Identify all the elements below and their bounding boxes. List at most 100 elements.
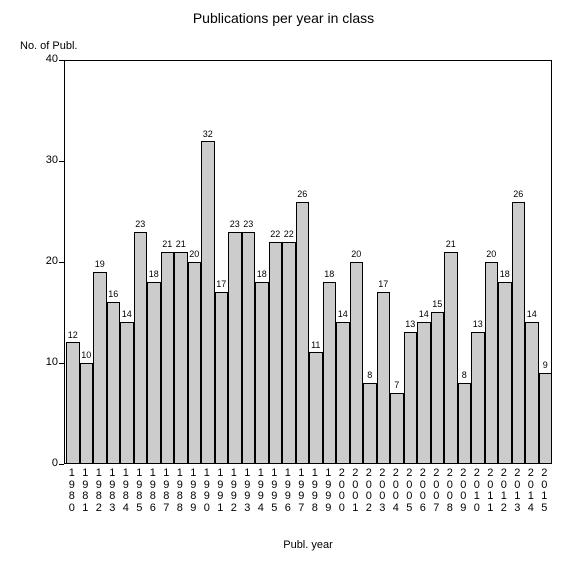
bar <box>444 252 458 463</box>
bar-value-label: 20 <box>187 250 201 260</box>
xtick-label: 2001 <box>349 468 361 514</box>
bar-value-label: 14 <box>120 310 134 320</box>
xtick-label: 1986 <box>147 468 159 514</box>
bar-value-label: 17 <box>214 280 228 290</box>
xtick-label: 1984 <box>120 468 132 514</box>
xtick-label: 1997 <box>295 468 307 514</box>
bar-value-label: 16 <box>106 290 120 300</box>
bar <box>188 262 202 463</box>
xtick-label: 2012 <box>498 468 510 514</box>
bar-value-label: 26 <box>295 190 309 200</box>
bar <box>201 141 215 463</box>
bar-value-label: 18 <box>147 270 161 280</box>
bar-value-label: 19 <box>93 260 107 270</box>
xtick-label: 2005 <box>403 468 415 514</box>
bar <box>134 232 148 463</box>
xtick-label: 1992 <box>228 468 240 514</box>
bar <box>242 232 256 463</box>
bar-value-label: 17 <box>376 280 390 290</box>
plot-area: 1210191614231821212032172323182222261118… <box>64 60 552 464</box>
xtick-label: 1987 <box>160 468 172 514</box>
bar <box>512 202 526 463</box>
bar-value-label: 13 <box>403 320 417 330</box>
bar <box>147 282 161 463</box>
xtick-label: 2014 <box>525 468 537 514</box>
bar <box>498 282 512 463</box>
xtick-label: 2009 <box>457 468 469 514</box>
xtick-label: 2003 <box>376 468 388 514</box>
ytick-mark <box>59 363 64 364</box>
xtick-label: 1996 <box>282 468 294 514</box>
bar-value-label: 8 <box>457 371 471 381</box>
bar-value-label: 21 <box>160 240 174 250</box>
x-axis-label: Publ. year <box>64 539 552 551</box>
xtick-label: 1998 <box>309 468 321 514</box>
bar-value-label: 26 <box>511 190 525 200</box>
bar <box>228 232 242 463</box>
bar-value-label: 18 <box>322 270 336 280</box>
y-axis-label: No. of Publ. <box>20 40 77 52</box>
xtick-label: 1983 <box>106 468 118 514</box>
xtick-label: 1980 <box>66 468 78 514</box>
bar <box>525 322 539 463</box>
bar-value-label: 22 <box>268 230 282 240</box>
bar <box>350 262 364 463</box>
bar-value-label: 32 <box>201 130 215 140</box>
bar-value-label: 14 <box>417 310 431 320</box>
xtick-label: 2007 <box>430 468 442 514</box>
bar-value-label: 12 <box>66 331 80 341</box>
bar-value-label: 20 <box>349 250 363 260</box>
bar-value-label: 9 <box>538 361 552 371</box>
ytick-mark <box>59 161 64 162</box>
xtick-label: 2002 <box>363 468 375 514</box>
bar <box>458 383 472 463</box>
bar <box>309 352 323 463</box>
bar <box>296 202 310 463</box>
xtick-label: 2004 <box>390 468 402 514</box>
ytick-label: 20 <box>28 255 58 267</box>
bar <box>363 383 377 463</box>
xtick-label: 1995 <box>268 468 280 514</box>
bar <box>282 242 296 463</box>
bar <box>404 332 418 463</box>
bar-value-label: 18 <box>498 270 512 280</box>
xtick-label: 1991 <box>214 468 226 514</box>
bar <box>174 252 188 463</box>
xtick-label: 1999 <box>322 468 334 514</box>
bar <box>93 272 107 463</box>
xtick-label: 2008 <box>444 468 456 514</box>
bar-value-label: 15 <box>430 300 444 310</box>
bar <box>215 292 229 463</box>
bar <box>336 322 350 463</box>
bar-value-label: 20 <box>484 250 498 260</box>
xtick-label: 2013 <box>511 468 523 514</box>
bar <box>120 322 134 463</box>
xtick-label: 1989 <box>187 468 199 514</box>
xtick-label: 2006 <box>417 468 429 514</box>
xtick-label: 2015 <box>538 468 550 514</box>
bar-value-label: 11 <box>309 341 323 351</box>
bar <box>107 302 121 463</box>
ytick-mark <box>59 464 64 465</box>
bar-value-label: 10 <box>79 351 93 361</box>
ytick-label: 10 <box>28 356 58 368</box>
xtick-label: 1988 <box>174 468 186 514</box>
bar-value-label: 21 <box>174 240 188 250</box>
bar-value-label: 13 <box>471 320 485 330</box>
bar-value-label: 21 <box>444 240 458 250</box>
bar <box>377 292 391 463</box>
bar <box>161 252 175 463</box>
bar-value-label: 8 <box>363 371 377 381</box>
bar <box>431 312 445 463</box>
bar <box>390 393 404 463</box>
bar-value-label: 14 <box>336 310 350 320</box>
bar-value-label: 14 <box>525 310 539 320</box>
bar <box>417 322 431 463</box>
xtick-label: 2010 <box>471 468 483 514</box>
bar <box>255 282 269 463</box>
bar <box>485 262 499 463</box>
bar <box>66 342 80 463</box>
chart-container: Publications per year in class No. of Pu… <box>0 0 567 567</box>
xtick-label: 1981 <box>79 468 91 514</box>
bar <box>269 242 283 463</box>
